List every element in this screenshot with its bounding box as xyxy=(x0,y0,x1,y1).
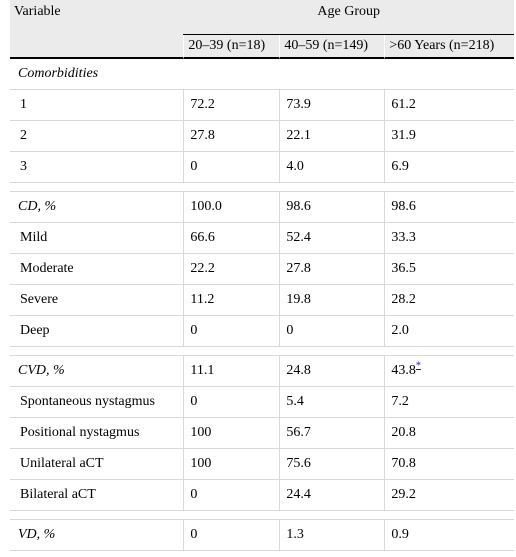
row-value: 6.9 xyxy=(384,152,514,183)
section-title: CVD, % xyxy=(10,356,184,387)
row-label: Deep xyxy=(10,316,184,347)
section-header-row: VD, % 0 1.3 0.9 xyxy=(10,520,514,551)
row-value: 2.0 xyxy=(384,316,514,347)
row-value: 100 xyxy=(183,449,280,480)
value-text: 98.6 xyxy=(391,199,416,214)
section-spacer xyxy=(10,347,514,356)
value-text: 0.9 xyxy=(391,527,409,542)
row-label: Mild xyxy=(10,223,184,254)
section-value: 100.0 xyxy=(183,192,280,223)
row-value: 36.5 xyxy=(384,254,514,285)
value-text: 98.6 xyxy=(286,199,311,214)
value-text: 1.3 xyxy=(286,527,304,542)
row-label: Positional nystagmus xyxy=(10,418,184,449)
row-value: 4.0 xyxy=(279,152,385,183)
age-group-table: Variable Age Group 20–39 (n=18) 40–59 (n… xyxy=(10,0,514,551)
row-value: 72.2 xyxy=(183,90,280,121)
row-label: Moderate xyxy=(10,254,184,285)
row-value: 61.2 xyxy=(384,90,514,121)
column-header-40-59: 40–59 (n=149) xyxy=(279,35,385,59)
value-text: 24.8 xyxy=(286,363,311,378)
value-text: 0 xyxy=(190,527,198,542)
row-value: 11.2 xyxy=(183,285,280,316)
row-label: Severe xyxy=(10,285,184,316)
row-value: 29.2 xyxy=(384,480,514,511)
column-header-over-60: >60 Years (n=218) xyxy=(384,35,514,59)
row-value: 0 xyxy=(183,480,280,511)
row-value: 27.8 xyxy=(183,121,280,152)
spacer-cell xyxy=(10,183,514,192)
row-value: 73.9 xyxy=(279,90,385,121)
row-label: 1 xyxy=(10,90,184,121)
row-label: Spontaneous nystagmus xyxy=(10,387,184,418)
section-spacer xyxy=(10,511,514,520)
row-value: 0 xyxy=(183,316,280,347)
variable-header: Variable xyxy=(10,0,184,59)
table-row: Bilateral aCT 0 24.4 29.2 xyxy=(10,480,514,511)
section-header-row: Comorbidities xyxy=(10,59,514,90)
row-label: Bilateral aCT xyxy=(10,480,184,511)
row-label: Unilateral aCT xyxy=(10,449,184,480)
table-row: Unilateral aCT 100 75.6 70.8 xyxy=(10,449,514,480)
value-text: 100.0 xyxy=(190,199,222,214)
section-value: 11.1 xyxy=(183,356,280,387)
row-value: 20.8 xyxy=(384,418,514,449)
table-row: Deep 0 0 2.0 xyxy=(10,316,514,347)
row-value: 22.2 xyxy=(183,254,280,285)
table-row: Positional nystagmus 100 56.7 20.8 xyxy=(10,418,514,449)
column-header-20-39: 20–39 (n=18) xyxy=(183,35,280,59)
section-value: 24.8 xyxy=(279,356,385,387)
section-value: 0.9 xyxy=(384,520,514,551)
row-value: 33.3 xyxy=(384,223,514,254)
footnote-link[interactable]: * xyxy=(415,360,421,372)
section-header-row: CD, % 100.0 98.6 98.6 xyxy=(10,192,514,223)
row-value: 27.8 xyxy=(279,254,385,285)
table-row: Severe 11.2 19.8 28.2 xyxy=(10,285,514,316)
row-value: 52.4 xyxy=(279,223,385,254)
table-row: Moderate 22.2 27.8 36.5 xyxy=(10,254,514,285)
row-value: 66.6 xyxy=(183,223,280,254)
section-title: VD, % xyxy=(10,520,184,551)
row-value: 0 xyxy=(183,152,280,183)
spacer-cell xyxy=(10,511,514,520)
table-header: Variable Age Group 20–39 (n=18) 40–59 (n… xyxy=(10,0,514,59)
row-value: 75.6 xyxy=(279,449,385,480)
section-value: 98.6 xyxy=(279,192,385,223)
table-row: Spontaneous nystagmus 0 5.4 7.2 xyxy=(10,387,514,418)
section-spacer xyxy=(10,183,514,192)
table-row: 2 27.8 22.1 31.9 xyxy=(10,121,514,152)
section-title: Comorbidities xyxy=(10,59,514,90)
row-label: 3 xyxy=(10,152,184,183)
table-row: Mild 66.6 52.4 33.3 xyxy=(10,223,514,254)
section-header-row: CVD, % 11.1 24.8 43.8* xyxy=(10,356,514,387)
table-row: 3 0 4.0 6.9 xyxy=(10,152,514,183)
section-value: 0 xyxy=(183,520,280,551)
section-value: 1.3 xyxy=(279,520,385,551)
row-value: 0 xyxy=(279,316,385,347)
row-value: 5.4 xyxy=(279,387,385,418)
age-group-header: Age Group xyxy=(183,0,514,35)
section-value: 98.6 xyxy=(384,192,514,223)
value-text: 11.1 xyxy=(190,363,215,378)
row-value: 22.1 xyxy=(279,121,385,152)
table-row: 1 72.2 73.9 61.2 xyxy=(10,90,514,121)
row-value: 19.8 xyxy=(279,285,385,316)
row-value: 70.8 xyxy=(384,449,514,480)
row-label: 2 xyxy=(10,121,184,152)
row-value: 0 xyxy=(183,387,280,418)
row-value: 56.7 xyxy=(279,418,385,449)
table-body: Comorbidities 1 72.2 73.9 61.2 2 27.8 22.1 31.9 3… xyxy=(10,59,514,551)
row-value: 100 xyxy=(183,418,280,449)
spacer-cell xyxy=(10,347,514,356)
row-value: 24.4 xyxy=(279,480,385,511)
row-value: 7.2 xyxy=(384,387,514,418)
data-table-container: Variable Age Group 20–39 (n=18) 40–59 (n… xyxy=(10,0,514,551)
row-value: 28.2 xyxy=(384,285,514,316)
value-text: 43.8 xyxy=(391,363,416,378)
row-value: 31.9 xyxy=(384,121,514,152)
section-title: CD, % xyxy=(10,192,184,223)
section-value: 43.8* xyxy=(384,356,514,387)
